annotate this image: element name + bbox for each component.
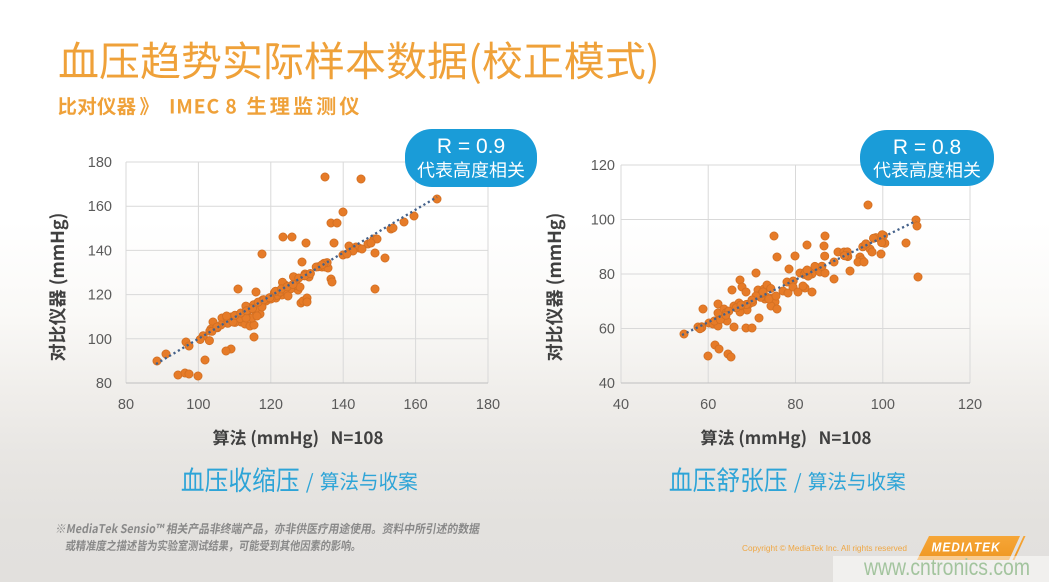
svg-text:120: 120 [259, 397, 283, 413]
svg-text:MEDIΛTEK: MEDIΛTEK [932, 541, 1001, 555]
svg-text:160: 160 [403, 397, 427, 413]
svg-text:140: 140 [88, 243, 112, 259]
svg-text:60: 60 [700, 397, 716, 413]
svg-text:100: 100 [871, 397, 895, 413]
svg-text:100: 100 [186, 397, 210, 413]
svg-text:160: 160 [88, 199, 112, 215]
svg-text:120: 120 [591, 158, 615, 174]
svg-text:80: 80 [96, 376, 112, 392]
svg-text:60: 60 [599, 322, 615, 338]
svg-text:40: 40 [613, 397, 629, 413]
svg-text:Copyright © MediaTek Inc. All: Copyright © MediaTek Inc. All rights res… [742, 544, 907, 553]
svg-text:R = 0.9: R = 0.9 [437, 135, 505, 158]
svg-text:180: 180 [476, 397, 500, 413]
svg-text:80: 80 [118, 397, 134, 413]
svg-text:100: 100 [591, 213, 615, 229]
svg-text:80: 80 [787, 397, 803, 413]
svg-text:120: 120 [958, 397, 982, 413]
svg-text:40: 40 [599, 376, 615, 392]
svg-text:120: 120 [88, 288, 112, 304]
svg-text:R = 0.8: R = 0.8 [893, 136, 961, 159]
svg-text:www.cntronics.com: www.cntronics.com [863, 554, 1030, 580]
svg-text:100: 100 [88, 332, 112, 348]
svg-text:80: 80 [599, 267, 615, 283]
svg-text:140: 140 [331, 397, 355, 413]
svg-text:180: 180 [88, 155, 112, 171]
